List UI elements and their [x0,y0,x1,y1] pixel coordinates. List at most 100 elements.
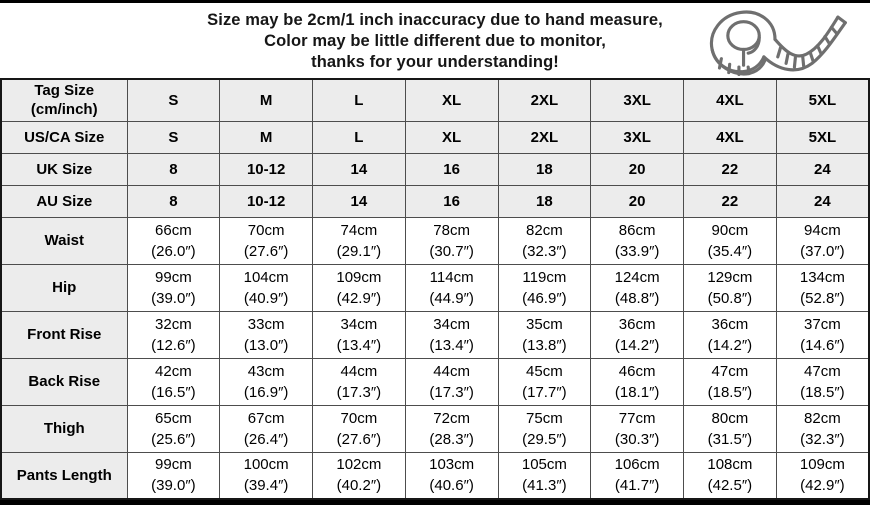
measure-cell: 33cm (13.0″) [219,310,313,359]
inch-value: (27.6″) [336,430,382,448]
cm-value: 90cm [711,221,749,239]
inch-value: (39.0″) [151,289,196,307]
size-cell: 2XL [497,120,592,154]
inch-value: (35.4″) [707,242,753,260]
measure-cell: 47cm (18.5″) [683,357,777,406]
row-label-line: Tag Size [34,82,95,100]
row-label-line: UK Size [36,160,93,178]
inch-value: (12.6″) [151,336,196,354]
measure-cell: 34cm (13.4″) [312,310,406,359]
size-cell: 8 [126,184,221,218]
cm-value: 86cm [618,221,656,239]
table-row-au-size: AU Size 8 10-12 14 16 18 20 22 24 [0,184,870,218]
inch-value: (18.5″) [800,383,845,401]
inch-value: (40.9″) [243,289,289,307]
size-cell: 5XL [775,78,870,122]
row-label-us-ca-size: US/CA Size [0,120,128,154]
measure-cell: 44cm (17.3″) [404,357,499,406]
size-cell: 24 [775,184,870,218]
cm-value: 74cm [340,221,378,239]
row-label-waist: Waist [0,216,128,265]
table-row-thigh: Thigh 65cm (25.6″) 67cm (26.4″) 70cm (27.6″) 72… [0,404,870,453]
cm-value: 70cm [247,221,285,239]
inch-value: (32.3″) [522,242,567,260]
cm-value: 80cm [711,409,749,427]
measure-cell: 43cm (16.9″) [219,357,313,406]
row-label-pants-length: Pants Length [0,451,128,500]
table-row-uk-size: UK Size 8 10-12 14 16 18 20 22 24 [0,152,870,186]
measuring-tape-icon [709,10,847,77]
inch-value: (33.9″) [614,242,660,260]
measure-cell: 105cm (41.3″) [497,451,592,500]
disclaimer-line-1: Size may be 2cm/1 inch inaccuracy due to… [207,11,663,29]
row-label-tag-size-cm-inch: Tag Size (cm/inch) [0,78,128,122]
row-label-line: (cm/inch) [30,101,98,119]
table-row-front-rise: Front Rise 32cm (12.6″) 33cm (13.0″) 34cm (13.… [0,310,870,359]
inch-value: (14.2″) [707,336,753,354]
measure-cell: 47cm (18.5″) [775,357,870,406]
cm-value: 44cm [433,362,470,380]
table-row-us-ca-size: US/CA Size S M L XL 2XL 3XL 4XL 5XL [0,120,870,154]
inch-value: (13.4″) [429,336,474,354]
cm-value: 78cm [433,221,470,239]
cm-value: 108cm [707,456,753,474]
size-cell: 24 [775,152,870,186]
inch-value: (30.3″) [614,430,660,448]
cm-value: 33cm [247,315,285,333]
size-cell: 8 [126,152,221,186]
cm-value: 32cm [155,315,192,333]
inch-value: (48.8″) [614,289,660,307]
cm-value: 47cm [711,362,749,380]
table-row-pants-length: Pants Length 99cm (39.0″) 100cm (39.4″) 102cm… [0,451,870,500]
size-cell: L [312,120,406,154]
size-cell: 10-12 [219,152,313,186]
cm-value: 129cm [707,268,753,286]
measure-cell: 70cm (27.6″) [219,216,313,265]
measure-cell: 129cm (50.8″) [683,263,777,312]
measure-cell: 36cm (14.2″) [683,310,777,359]
measure-cell: 70cm (27.6″) [312,404,406,453]
cm-value: 36cm [711,315,749,333]
disclaimer-text: Size may be 2cm/1 inch inaccuracy due to… [0,3,870,73]
size-cell: 10-12 [219,184,313,218]
size-cell: 18 [497,184,592,218]
cm-value: 35cm [526,315,563,333]
inch-value: (44.9″) [429,289,474,307]
measure-cell: 109cm (42.9″) [312,263,406,312]
size-cell: 5XL [775,120,870,154]
cm-value: 67cm [247,409,285,427]
inch-value: (18.5″) [707,383,753,401]
inch-value: (52.8″) [800,289,845,307]
cm-value: 82cm [526,221,563,239]
measure-cell: 82cm (32.3″) [775,404,870,453]
measure-cell: 90cm (35.4″) [683,216,777,265]
measure-cell: 124cm (48.8″) [590,263,684,312]
inch-value: (39.4″) [243,477,289,495]
measure-cell: 36cm (14.2″) [590,310,684,359]
cm-value: 77cm [618,409,656,427]
inch-value: (46.9″) [522,289,567,307]
measure-cell: 80cm (31.5″) [683,404,777,453]
cm-value: 99cm [155,456,192,474]
cm-value: 106cm [614,456,660,474]
size-cell: 22 [683,184,777,218]
header: Size may be 2cm/1 inch inaccuracy due to… [0,3,870,78]
inch-value: (41.3″) [522,477,567,495]
bottom-border-strip [0,500,870,505]
size-cell: M [219,120,313,154]
measure-cell: 109cm (42.9″) [775,451,870,500]
cm-value: 72cm [433,409,470,427]
inch-value: (50.8″) [707,289,753,307]
size-cell: 4XL [683,78,777,122]
measure-cell: 37cm (14.6″) [775,310,870,359]
inch-value: (27.6″) [243,242,289,260]
inch-value: (31.5″) [707,430,753,448]
size-cell: 3XL [590,120,684,154]
cm-value: 65cm [155,409,192,427]
table-row-back-rise: Back Rise 42cm (16.5″) 43cm (16.9″) 44cm (17.3… [0,357,870,406]
inch-value: (28.3″) [429,430,474,448]
measure-cell: 65cm (25.6″) [126,404,221,453]
measure-cell: 103cm (40.6″) [404,451,499,500]
inch-value: (42.5″) [707,477,753,495]
inch-value: (14.6″) [800,336,845,354]
